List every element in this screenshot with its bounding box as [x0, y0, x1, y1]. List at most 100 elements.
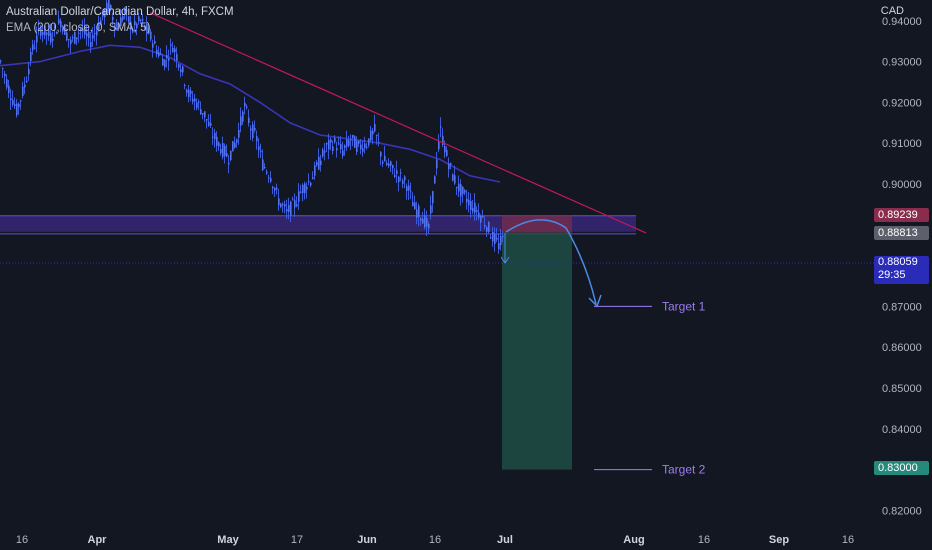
candle-body: [140, 19, 142, 21]
candle-body: [344, 145, 346, 148]
candle-body: [152, 43, 154, 48]
candle-body: [90, 42, 92, 48]
candle-body: [406, 186, 408, 191]
candle-body: [266, 171, 268, 174]
candle-body: [182, 66, 184, 73]
candle-body: [340, 144, 342, 150]
candle-body: [162, 58, 164, 66]
candle-body: [72, 37, 74, 39]
candle-body: [14, 104, 16, 107]
price-axis: 0.94000 0.93000 0.92000 0.91000 0.90000 0.870…: [882, 16, 922, 518]
candle-body: [280, 203, 282, 207]
candle-body: [468, 199, 470, 206]
candle-body: [282, 204, 284, 206]
candle-body: [302, 184, 304, 193]
candle-body: [110, 5, 112, 10]
bar-countdown: 29:35: [878, 269, 906, 281]
candle-body: [254, 128, 256, 131]
candle-body: [0, 60, 2, 62]
candle-body: [422, 218, 424, 224]
candle-body: [462, 186, 464, 194]
candle-body: [94, 33, 96, 34]
time-tick: Jul: [497, 534, 513, 546]
candle-body: [60, 20, 62, 28]
candle-body: [482, 215, 484, 218]
candle-body: [66, 32, 68, 41]
candle-body: [84, 27, 86, 35]
candle-body: [64, 25, 66, 35]
candle-body: [322, 149, 324, 157]
candle-body: [10, 98, 12, 101]
candle-body: [120, 17, 122, 27]
candle-body: [40, 28, 42, 36]
candle-body: [184, 85, 186, 86]
candle-body: [150, 31, 152, 40]
candle-body: [402, 180, 404, 184]
candle-body: [300, 191, 302, 193]
candle-series: [0, 0, 504, 254]
candle-body: [306, 186, 308, 190]
candle-body: [274, 187, 276, 191]
candle-body: [88, 31, 90, 39]
candle-body: [458, 183, 460, 192]
candle-body: [430, 205, 432, 214]
candle-body: [106, 2, 108, 12]
candle-body: [286, 209, 288, 212]
target1-label: Target 1: [662, 299, 706, 313]
candle-body: [218, 142, 220, 147]
candle-body: [246, 106, 248, 108]
candle-body: [146, 23, 148, 32]
symbol-title[interactable]: Australian Dollar/Canadian Dollar, 4h, F…: [6, 6, 234, 18]
candle-body: [178, 64, 180, 68]
candle-body: [202, 113, 204, 115]
candle-body: [416, 209, 418, 218]
candle-body: [432, 191, 434, 203]
candle-body: [460, 184, 462, 197]
candle-body: [102, 10, 104, 17]
candle-body: [156, 49, 158, 55]
candle-body: [58, 19, 60, 24]
candle-body: [376, 135, 378, 137]
candle-body: [470, 201, 472, 210]
candle-body: [256, 136, 258, 142]
candle-body: [208, 122, 210, 126]
candle-body: [136, 23, 138, 29]
candle-body: [348, 140, 350, 146]
price-tick: 0.93000: [882, 57, 922, 69]
candle-body: [326, 143, 328, 145]
price-tick: 0.87000: [882, 301, 922, 313]
candle-body: [170, 44, 172, 46]
time-tick: 16: [16, 534, 28, 546]
candle-body: [244, 102, 246, 107]
candle-body: [394, 175, 396, 177]
candle-body: [144, 25, 146, 29]
candle-body: [104, 10, 106, 18]
candle-body: [398, 176, 400, 182]
candle-body: [188, 89, 190, 97]
candle-body: [346, 139, 348, 147]
price-tick: 0.90000: [882, 179, 922, 191]
candle-body: [122, 16, 124, 20]
candle-body: [382, 161, 384, 164]
candle-body: [268, 177, 270, 179]
candle-body: [96, 30, 98, 36]
candle-body: [160, 53, 162, 55]
candle-body: [50, 32, 52, 43]
candle-body: [368, 138, 370, 146]
candle-body: [238, 130, 240, 138]
indicator-legend[interactable]: EMA (200, close, 0, SMA, 5): [6, 22, 151, 34]
candle-body: [222, 143, 224, 157]
candle-body: [366, 146, 368, 148]
candle-body: [190, 90, 192, 94]
candle-body: [414, 202, 416, 210]
candle-body: [80, 28, 82, 31]
candle-body: [494, 233, 496, 244]
candle-body: [360, 144, 362, 150]
currency-label[interactable]: CAD: [880, 5, 904, 17]
time-tick: Sep: [769, 534, 789, 546]
candle-body: [438, 141, 440, 150]
candle-body: [370, 130, 372, 141]
candle-body: [310, 182, 312, 186]
candle-body: [284, 204, 286, 207]
